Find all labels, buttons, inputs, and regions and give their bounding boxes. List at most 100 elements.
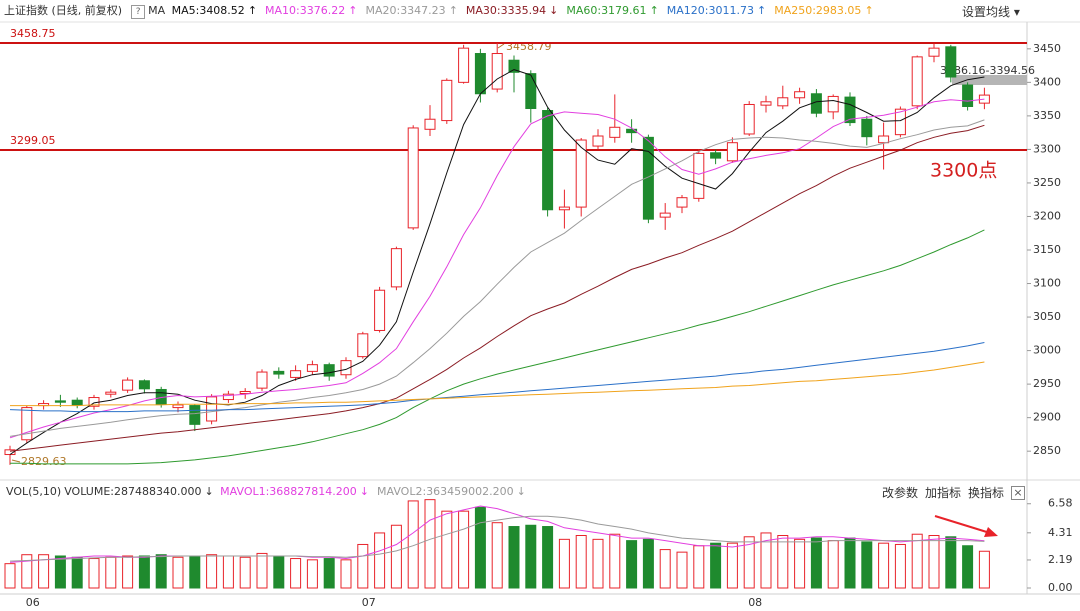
candle-body	[508, 59, 520, 73]
volume-bar	[290, 558, 302, 589]
candle-body	[693, 152, 705, 199]
button[interactable]: 加指标	[925, 486, 962, 500]
cursor-readout: 3386.16-3394.56	[940, 64, 1035, 77]
candle-body	[861, 118, 873, 138]
candle-body	[222, 393, 234, 401]
volume-bar	[760, 532, 772, 589]
y-tick-label: 2.19	[1048, 553, 1073, 566]
legend-trend: ↑	[649, 4, 659, 17]
volume-bar	[945, 536, 957, 589]
volume-bar	[122, 555, 134, 589]
volume-header: VOL(5,10) VOLUME:287488340.000 ↓ MAVOL1:36…	[6, 482, 534, 502]
legend-trend: ↑	[247, 4, 258, 17]
volume-bar	[928, 535, 940, 589]
candle-body	[54, 400, 66, 403]
candle-body	[642, 136, 654, 220]
volume-bar	[878, 542, 890, 589]
candle-body	[743, 103, 755, 135]
volume-bar	[542, 526, 554, 589]
candle-body	[4, 449, 16, 456]
legend-trend: ↓	[359, 485, 370, 498]
volume-bar	[693, 545, 705, 589]
volume-bar	[407, 500, 419, 589]
candle-body	[726, 142, 738, 162]
legend-label: MA120:3011.73	[666, 4, 754, 17]
y-tick-label: 3200	[1033, 209, 1061, 222]
high-annotation: 3458.79	[506, 40, 552, 53]
y-tick-label: 2900	[1033, 411, 1061, 424]
y-tick-label: 4.31	[1048, 526, 1073, 539]
volume-bar	[861, 541, 873, 589]
volume-bar	[575, 535, 587, 589]
volume-bar	[88, 558, 100, 589]
volume-bar	[676, 551, 688, 589]
candle-body	[122, 379, 134, 391]
settings-label[interactable]: 设置均线	[962, 5, 1011, 19]
close-button[interactable]: ×	[1011, 486, 1025, 500]
candle-body	[945, 46, 957, 78]
y-tick-label: 2950	[1033, 377, 1061, 390]
indicator: MA	[148, 4, 166, 17]
candle-body	[138, 380, 150, 390]
button[interactable]: 改参数	[882, 486, 919, 500]
legend-trend: ↑	[864, 4, 874, 17]
candle-body	[794, 91, 806, 99]
volume-bar	[558, 538, 570, 589]
ma-line	[9, 98, 985, 439]
volume-bar	[206, 554, 218, 589]
candle-body	[962, 84, 974, 107]
title: 上证指数 (日线, 前复权)	[4, 4, 123, 17]
legend-trend: ↑	[348, 4, 358, 17]
candle-body	[189, 405, 201, 425]
volume-bar	[374, 532, 386, 589]
volume-bar	[105, 556, 117, 589]
y-tick-label: 3400	[1033, 75, 1061, 88]
y-tick-label: 3450	[1033, 42, 1061, 55]
volume-bar	[323, 558, 335, 589]
candle-body	[659, 212, 671, 218]
volume-bar	[911, 533, 923, 589]
volume-bar	[54, 555, 66, 589]
volume-bar	[256, 552, 268, 589]
ma-line	[10, 229, 985, 465]
volume-bar	[810, 537, 822, 589]
candle-body	[609, 126, 621, 138]
volume-bar	[71, 556, 83, 589]
settings-button[interactable]: 设置均线 ▾	[962, 5, 1020, 19]
candle-body	[390, 248, 402, 288]
volume-bar	[894, 543, 906, 589]
y-tick-label: 2850	[1033, 444, 1061, 457]
reference-label: 3299.05	[10, 134, 56, 147]
high-pointer	[497, 43, 505, 49]
legend-label: MAVOL2:363459002.200	[377, 485, 514, 498]
volume-bar	[239, 556, 251, 589]
candle-body	[491, 53, 503, 90]
volume-bar	[844, 537, 856, 589]
candle-body	[592, 135, 604, 147]
candle-body	[676, 197, 688, 208]
help-icon[interactable]: ?	[131, 5, 146, 19]
volume-bar	[642, 538, 654, 589]
volume-bar	[21, 554, 33, 589]
legend-label: MA20:3347.23	[365, 4, 446, 17]
candle-body	[911, 56, 923, 107]
y-tick-label: 3300	[1033, 142, 1061, 155]
volume-bar	[138, 555, 150, 589]
legend-label: MA60:3179.61	[566, 4, 647, 17]
ma-line	[9, 124, 985, 452]
candle-body	[441, 79, 453, 122]
candle-body	[878, 135, 890, 144]
candle-body	[21, 407, 33, 441]
candle-body	[239, 390, 251, 395]
ma-line	[9, 515, 985, 562]
legend-label: MA30:3335.94	[465, 4, 547, 17]
candle-body	[206, 396, 218, 422]
volume-bar	[777, 535, 789, 589]
ma-line	[10, 361, 985, 407]
button[interactable]: 换指标	[968, 486, 1005, 500]
reference-label: 3458.75	[10, 27, 56, 40]
candle-body	[290, 370, 302, 378]
volume-readout: VOLUME:287488340.000	[64, 485, 202, 498]
x-tick-label: 08	[748, 596, 762, 609]
